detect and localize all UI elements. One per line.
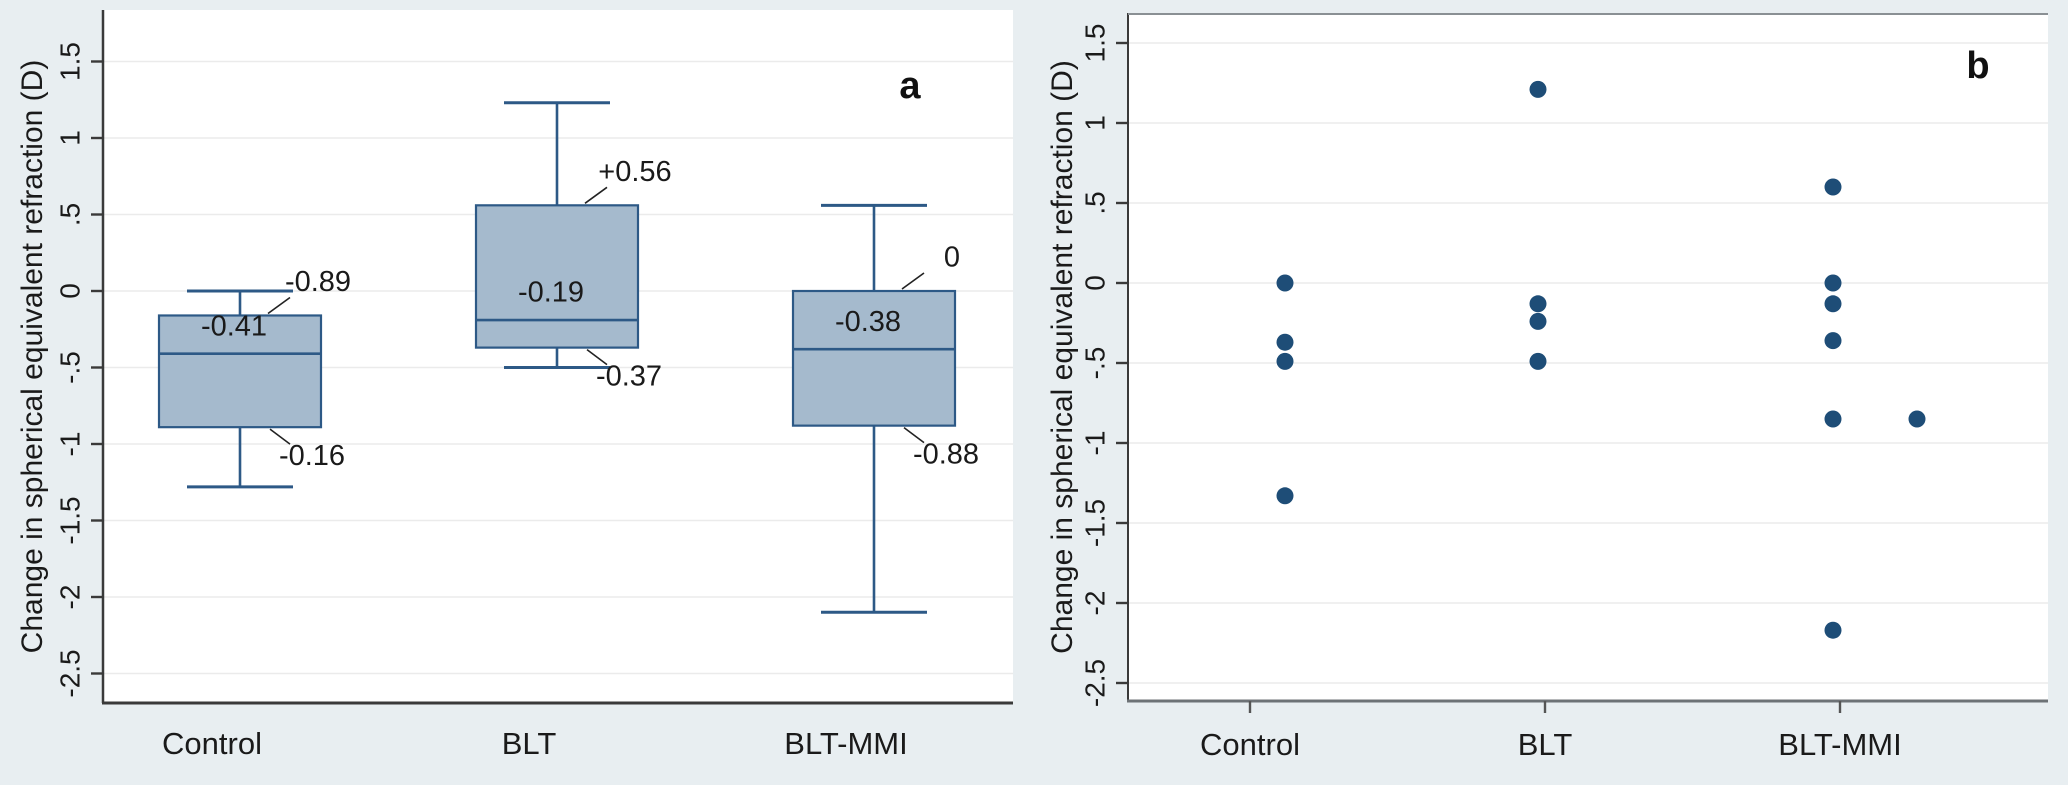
data-point <box>1276 352 1294 370</box>
y-tick-label: 1 <box>54 130 85 146</box>
iqr-box <box>791 289 957 427</box>
y-tick-label: -2 <box>54 585 85 610</box>
y-tick-label: 1.5 <box>54 42 85 81</box>
y-tick-label: -1 <box>1079 431 1110 456</box>
data-point <box>1824 621 1842 639</box>
upper-label-leader-line <box>267 296 291 315</box>
y-tick-label: -2.5 <box>54 649 85 697</box>
y-tick-label: -1 <box>54 432 85 457</box>
x-category-label: Control <box>1200 727 1300 762</box>
median-value-label: -0.41 <box>201 310 267 342</box>
data-point <box>1529 295 1547 313</box>
x-category-label: BLT <box>1518 727 1573 762</box>
data-point <box>1529 80 1547 98</box>
upper-label-leader-line <box>584 186 608 204</box>
panel-letter: a <box>899 65 921 107</box>
upper-label-leader-line <box>901 272 925 290</box>
dots-BLT-MMI <box>1824 178 1926 639</box>
data-point <box>1276 274 1294 292</box>
y-tick-label: -1.5 <box>1079 499 1110 547</box>
median-value-label: -0.19 <box>518 277 584 309</box>
data-point <box>1276 333 1294 351</box>
plot-area <box>1128 13 2048 701</box>
y-tick-label: -1.5 <box>54 496 85 544</box>
data-point <box>1824 178 1842 196</box>
box-BLT: -0.19 +0.56 -0.37 <box>474 101 672 392</box>
panel-letter: b <box>1966 45 1989 87</box>
box-BLT-MMI: -0.38 0 -0.88 <box>791 203 979 614</box>
x-category-label: BLT-MMI <box>784 726 907 761</box>
lower-label-leader-line <box>586 348 608 366</box>
data-point <box>1824 332 1842 350</box>
x-category-label: BLT-MMI <box>1778 727 1901 762</box>
data-point <box>1529 352 1547 370</box>
median-value-label: -0.38 <box>835 306 901 338</box>
lower-value-label: -0.37 <box>596 360 662 392</box>
y-tick-label: -.5 <box>54 351 85 384</box>
upper-value-label: 0 <box>944 242 960 274</box>
y-tick-label: .5 <box>54 203 85 226</box>
lower-value-label: -0.88 <box>913 438 979 470</box>
x-category-label: Control <box>162 726 262 761</box>
box-Control: -0.41 -0.89 -0.16 <box>157 266 351 489</box>
y-tick-label: -2.5 <box>1079 659 1110 707</box>
y-tick-label: 0 <box>54 283 85 299</box>
data-point <box>1824 295 1842 313</box>
y-tick-label: 0 <box>1079 275 1110 291</box>
dots-Control <box>1276 274 1294 505</box>
y-tick-label: .5 <box>1079 191 1110 214</box>
lower-value-label: -0.16 <box>279 440 345 472</box>
y-tick-label: -.5 <box>1079 347 1110 380</box>
upper-value-label: +0.56 <box>598 156 671 188</box>
upper-value-label: -0.89 <box>285 266 351 298</box>
dots-BLT <box>1529 80 1547 370</box>
y-axis-title: Change in spherical equivalent refractio… <box>1046 60 1079 654</box>
data-point <box>1824 410 1842 428</box>
iqr-box <box>474 204 640 349</box>
x-category-label: BLT <box>502 726 557 761</box>
y-tick-label: 1 <box>1079 115 1110 131</box>
lower-label-leader-line <box>269 428 291 445</box>
data-point <box>1908 410 1926 428</box>
y-axis-title: Change in spherical equivalent refractio… <box>16 60 49 654</box>
y-tick-label: -2 <box>1079 591 1110 616</box>
lower-label-leader-line <box>903 427 925 444</box>
data-point <box>1276 487 1294 505</box>
y-tick-label: 1.5 <box>1079 24 1110 63</box>
data-point <box>1529 312 1547 330</box>
data-point <box>1824 274 1842 292</box>
iqr-box <box>157 314 323 429</box>
